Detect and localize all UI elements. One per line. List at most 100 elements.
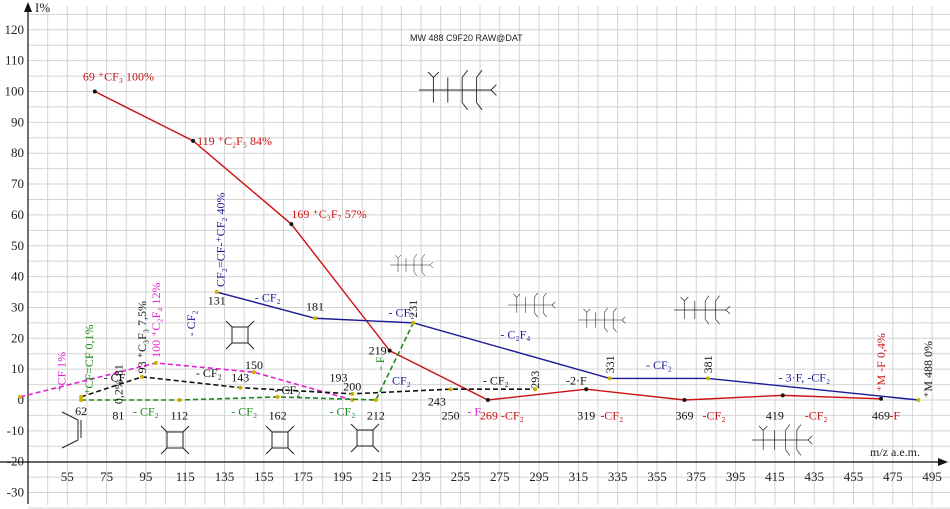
x-tick-label: 415 <box>765 469 785 484</box>
annotation-label: - CF₂ <box>231 404 257 418</box>
annotation-label: 200 <box>343 380 361 394</box>
bond-line <box>796 424 802 431</box>
annotation-label: 62 <box>75 404 87 418</box>
annotation-label: 131 <box>208 293 226 307</box>
x-tick-label: 215 <box>372 469 392 484</box>
data-point-red <box>485 398 490 402</box>
annotation-label: 212 <box>367 408 385 422</box>
bond-line <box>61 439 79 449</box>
x-tick-label: 335 <box>608 469 628 484</box>
bond-line <box>182 447 190 455</box>
y-tick-label: 10 <box>11 361 24 376</box>
bond-line <box>807 435 813 441</box>
data-point-red <box>387 348 392 353</box>
x-tick-label: 135 <box>215 469 235 484</box>
bond-line <box>413 253 418 259</box>
data-point-green <box>275 394 280 399</box>
y-tick-label: 40 <box>11 269 24 284</box>
bond-line <box>534 292 538 298</box>
molecule-c9f20-sketch <box>418 69 497 111</box>
bond-line <box>182 425 190 433</box>
bond-line <box>680 296 685 302</box>
bond-line <box>429 264 434 269</box>
data-point-red <box>289 222 294 227</box>
data-point-blue <box>916 398 921 402</box>
x-tick-label: 55 <box>61 469 74 484</box>
bond-line <box>490 89 497 96</box>
data-point-red <box>682 398 687 402</box>
x-tick-label: 395 <box>726 469 746 484</box>
molecule-293-sketch <box>507 292 556 318</box>
x-tick-label: 315 <box>569 469 589 484</box>
annotation-label: - CF₂ <box>133 404 159 418</box>
annotation-label-vertical: - CF₂ <box>184 310 198 336</box>
bond-line <box>476 102 483 111</box>
x-tick-label: 75 <box>100 469 113 484</box>
x-tick-label: 355 <box>647 469 667 484</box>
y-tick-label: 110 <box>5 53 24 68</box>
ring-bond-box <box>166 431 184 449</box>
bond-line <box>704 295 710 302</box>
data-point-black <box>79 394 84 399</box>
bond-line <box>542 292 547 298</box>
structure-sketches <box>61 69 813 456</box>
bond-line <box>534 312 538 318</box>
bond-line <box>490 84 497 91</box>
annotation-label: - CF₂ <box>389 306 415 320</box>
bond-line <box>350 445 358 453</box>
bond-line <box>427 71 434 78</box>
y-tick-label: -20 <box>7 454 24 469</box>
y-tick-label: -10 <box>7 423 24 438</box>
ring-bond-box <box>356 429 374 447</box>
data-point-blue <box>607 376 612 381</box>
data-point-magenta <box>252 370 257 375</box>
molecule-331-sketch <box>577 307 626 333</box>
ring-bond-box <box>231 326 249 344</box>
x-tick-label: 495 <box>922 469 942 484</box>
bond-line <box>604 327 608 333</box>
annotation-label: 419 <box>766 408 784 422</box>
data-point-black <box>448 387 453 392</box>
annotation-label-vertical: 331 <box>603 355 617 373</box>
bond-line <box>758 425 764 431</box>
bond-line <box>785 424 791 431</box>
bond-line <box>433 71 440 78</box>
annotation-label: CF₂ <box>392 374 411 388</box>
bond-line <box>461 102 468 111</box>
ring-structure-sketch <box>160 425 190 455</box>
annotation-label: -F <box>889 408 900 422</box>
annotation-label-vertical: 0,2% 81 <box>111 364 125 404</box>
y-tick-label: 80 <box>11 145 24 160</box>
chart-title: MW 488 C9F20 RAW@DAT <box>410 33 523 43</box>
data-point-green <box>177 398 182 402</box>
annotation-label: 162 <box>269 408 287 422</box>
annotation-label: 150 <box>245 358 263 372</box>
annotation-label-vertical: 93 ⁺C₃F₃ 7,5% <box>135 301 149 373</box>
annotation-label: - CF₂ <box>483 374 509 388</box>
y-axis-arrow <box>24 2 32 12</box>
annotation-label: 250 <box>442 408 460 422</box>
x-tick-label: 275 <box>490 469 510 484</box>
bond-line <box>715 318 720 325</box>
y-tick-label: 60 <box>11 207 24 222</box>
x-tick-label: 475 <box>883 469 903 484</box>
annotation-label: - CF₂ <box>330 404 356 418</box>
bond-line <box>397 254 402 259</box>
bond-line <box>160 447 168 455</box>
annotation-label-vertical: 100 ⁺C₂F₄ 12% <box>149 283 163 358</box>
y-tick-label: 100 <box>5 84 25 99</box>
annotation-label: - CF₂ <box>196 366 222 380</box>
ring-structure-sketch <box>350 423 380 453</box>
bond-line <box>287 447 295 455</box>
bond-line <box>513 293 517 298</box>
x-tick-label: 255 <box>451 469 471 484</box>
bond-line <box>287 425 295 433</box>
data-point-green <box>411 320 416 325</box>
annotation-label: 169 ⁺C₃F₇ 57% <box>291 207 366 221</box>
data-point-magenta <box>18 394 23 399</box>
bond-line <box>725 305 731 311</box>
bond-line <box>265 425 273 433</box>
annotation-label: 243 <box>428 394 446 408</box>
bond-line <box>542 312 547 318</box>
bond-line <box>621 316 626 321</box>
